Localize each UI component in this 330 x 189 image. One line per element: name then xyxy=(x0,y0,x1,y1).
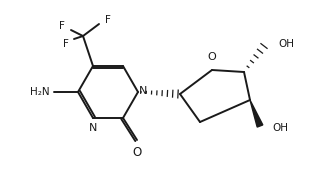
Text: O: O xyxy=(208,52,216,62)
Text: F: F xyxy=(59,21,65,31)
Text: N: N xyxy=(89,123,97,133)
Text: N: N xyxy=(139,86,148,96)
Text: H₂N: H₂N xyxy=(30,87,50,97)
Text: F: F xyxy=(105,15,111,25)
Polygon shape xyxy=(250,100,263,127)
Text: OH: OH xyxy=(278,39,294,49)
Text: O: O xyxy=(132,146,142,159)
Text: F: F xyxy=(63,39,69,49)
Text: OH: OH xyxy=(272,123,288,133)
